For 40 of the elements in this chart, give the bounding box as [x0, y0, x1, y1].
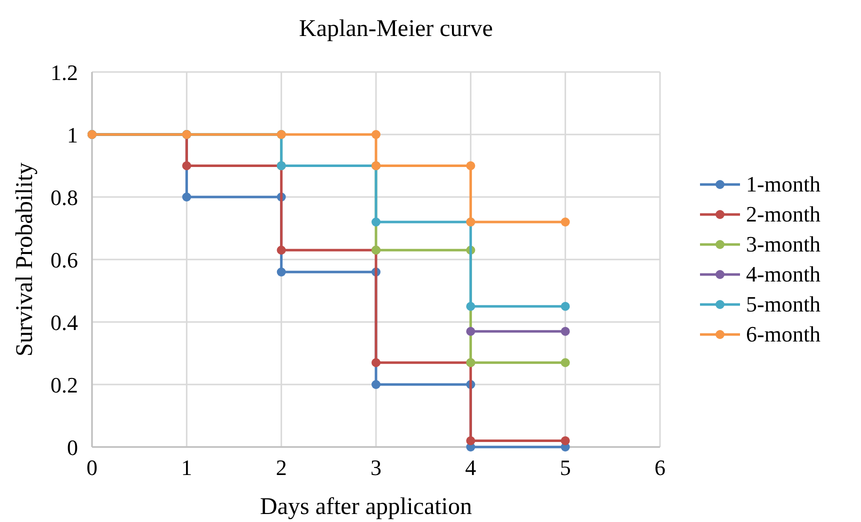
y-tick-label: 0.4 — [50, 310, 78, 335]
point — [182, 192, 192, 202]
x-tick-label: 1 — [181, 455, 192, 480]
x-tick-label: 4 — [465, 455, 476, 480]
point — [560, 302, 570, 311]
x-tick-label: 2 — [276, 455, 287, 480]
point — [466, 326, 476, 336]
chart-title: Kaplan-Meier curve — [299, 16, 493, 42]
x-axis-title: Days after application — [260, 494, 472, 520]
legend-label: 6-month — [746, 322, 821, 346]
x-tick-label: 6 — [654, 455, 666, 480]
point — [466, 302, 476, 311]
legend-label: 4-month — [746, 262, 821, 286]
legend-label: 1-month — [746, 172, 821, 196]
point — [560, 436, 570, 446]
x-tick-label: 0 — [86, 455, 98, 480]
x-tick-label: 5 — [560, 455, 571, 480]
x-tick-label: 3 — [370, 455, 382, 480]
y-tick-label: 0 — [67, 435, 78, 460]
point — [466, 436, 476, 446]
y-tick-label: 0.8 — [50, 185, 78, 210]
y-tick-label: 1 — [67, 122, 78, 148]
point — [276, 268, 286, 276]
point — [560, 218, 570, 226]
point — [372, 130, 380, 139]
y-tick-label: 0.2 — [50, 372, 78, 398]
y-tick-label: 1.2 — [50, 60, 78, 85]
point — [372, 218, 380, 226]
legend-label: 3-month — [746, 232, 821, 256]
legend-label: 2-month — [746, 202, 821, 226]
legend-label: 5-month — [746, 292, 821, 316]
point — [276, 246, 286, 255]
y-tick-label: 0.6 — [50, 248, 78, 272]
point — [466, 161, 476, 170]
point — [372, 380, 380, 389]
point — [372, 358, 380, 368]
point — [560, 358, 570, 368]
point — [560, 326, 570, 336]
y-axis-title: Survival Probability — [12, 162, 38, 356]
point — [182, 161, 192, 170]
